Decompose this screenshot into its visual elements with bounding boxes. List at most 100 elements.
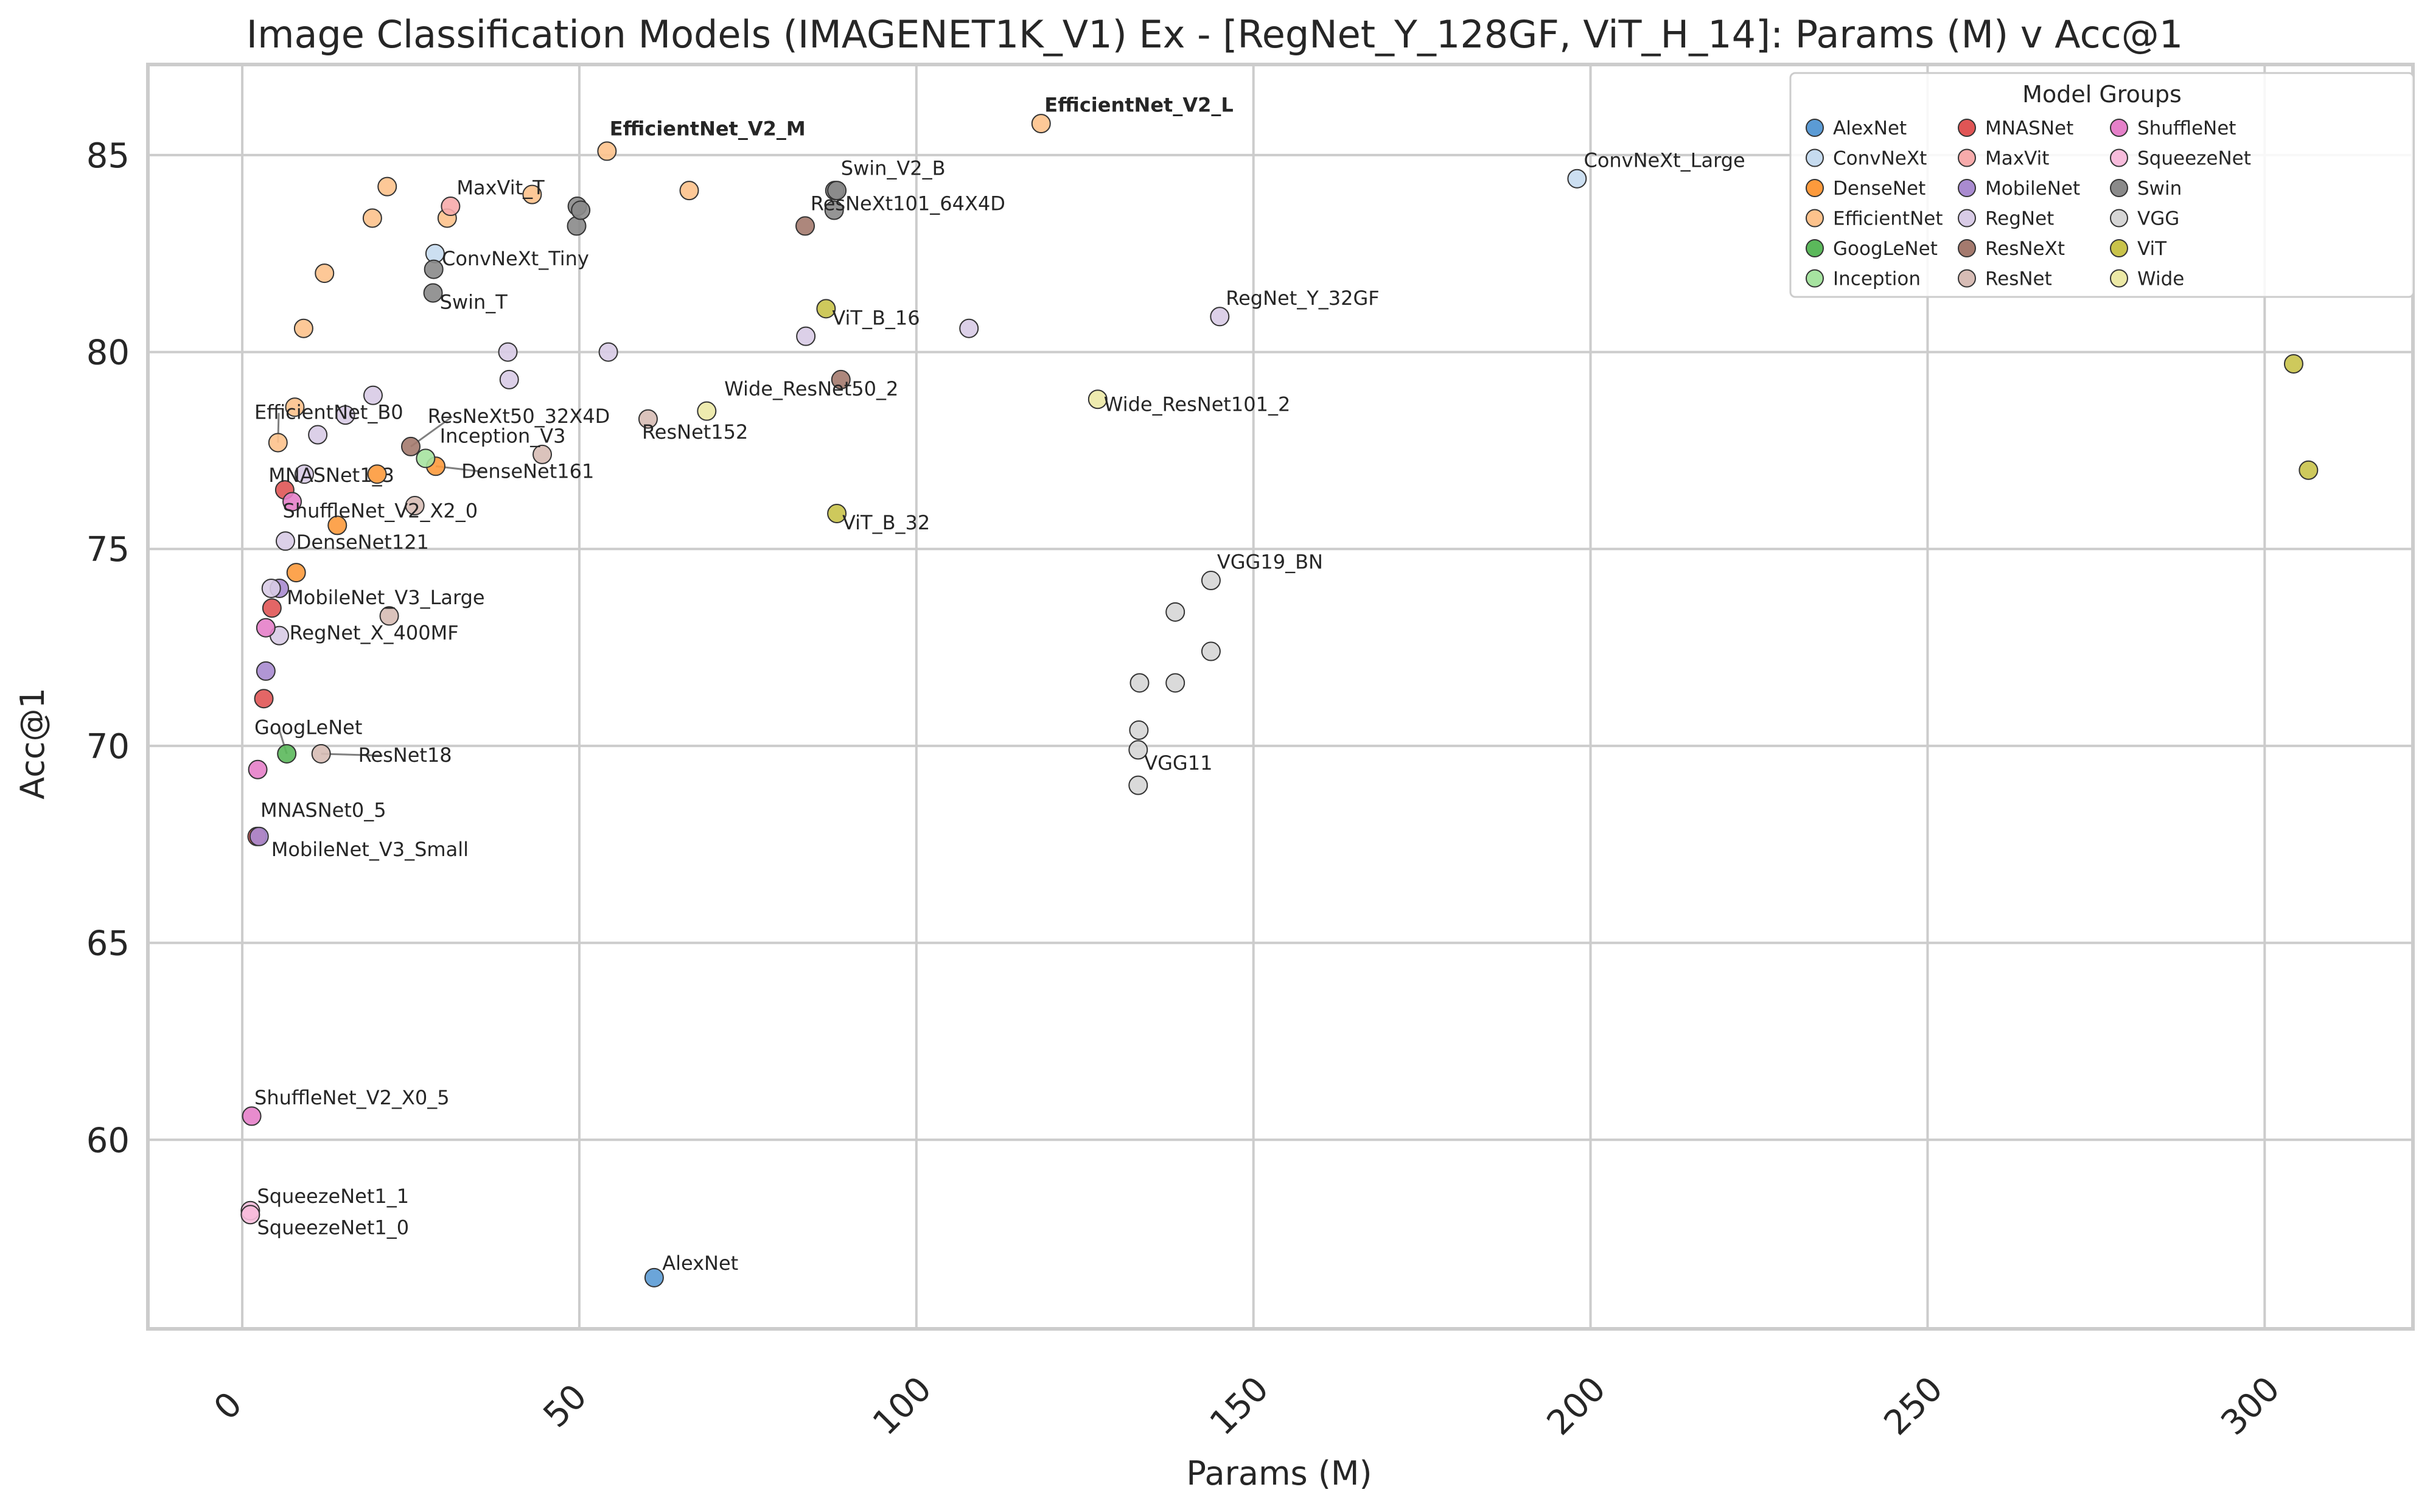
data-point: [1201, 641, 1221, 661]
y-tick-label: 70: [86, 727, 130, 767]
y-tick-label: 75: [86, 530, 130, 570]
data-point: [597, 141, 617, 161]
legend-marker: [1958, 269, 1976, 288]
x-axis-label: Params (M): [1186, 1454, 1372, 1493]
data-point: [638, 409, 658, 429]
data-point: [1088, 389, 1108, 409]
data-point: [275, 531, 295, 551]
legend-marker: [1958, 148, 1976, 167]
data-point: [405, 496, 425, 516]
y-tick-label: 60: [86, 1121, 130, 1160]
data-point: [254, 689, 274, 709]
legend-marker: [2110, 269, 2128, 288]
data-point: [679, 181, 699, 201]
data-point: [424, 259, 444, 279]
data-point: [824, 200, 844, 220]
data-point: [367, 464, 387, 484]
legend-marker: [2110, 179, 2128, 197]
point-label: ResNet18: [358, 744, 452, 767]
point-label: MaxVit_T: [456, 176, 545, 200]
data-point: [401, 436, 421, 456]
label-connector: [321, 753, 383, 757]
point-label: MobileNet_V3_Small: [271, 838, 469, 861]
legend-marker: [1958, 209, 1976, 228]
legend-entry: DenseNet: [1833, 178, 1925, 200]
data-point: [2299, 460, 2319, 480]
chart-title: Image Classification Models (IMAGENET1K_…: [246, 12, 2183, 57]
legend-entry: AlexNet: [1833, 117, 1907, 139]
y-tick-label: 80: [86, 333, 130, 373]
legend-marker: [1958, 239, 1976, 257]
legend-marker: [1958, 119, 1976, 137]
legend-marker: [1806, 179, 1824, 197]
data-point: [831, 369, 851, 389]
data-point: [362, 208, 382, 228]
data-point: [571, 200, 591, 220]
legend-marker: [1958, 179, 1976, 197]
data-point: [598, 342, 618, 362]
legend-entry: ConvNeXt: [1833, 148, 1927, 170]
y-axis-label: Acc@1: [13, 688, 52, 800]
point-labels: AlexNet ConvNeXt_Large ConvNeXt_Tiny DenseN…: [254, 94, 1745, 1275]
data-point: [499, 369, 519, 389]
point-label: Wide_ResNet101_2: [1104, 393, 1291, 416]
data-point: [1129, 673, 1150, 693]
legend-title: Model Groups: [2022, 81, 2182, 108]
plot-frame: [146, 63, 2415, 1331]
legend-marker: [1806, 209, 1824, 228]
point-label: DenseNet161: [461, 460, 594, 483]
legend-entry: GoogLeNet: [1833, 238, 1938, 260]
legend-entry: Swin: [2137, 178, 2182, 200]
point-label: MNASNet1_3: [268, 464, 394, 487]
legend-marker: [1806, 239, 1824, 257]
point-label: ResNet152: [642, 420, 748, 444]
point-label: Inception_V3: [440, 424, 566, 447]
data-point: [282, 492, 302, 512]
y-tick-label: 85: [86, 136, 130, 176]
data-point: [285, 397, 305, 417]
data-point: [1201, 571, 1221, 591]
data-point: [1165, 673, 1185, 693]
data-point: [293, 318, 313, 338]
point-label: MNASNet0_5: [260, 798, 386, 821]
data-point: [286, 563, 306, 583]
point-label: ViT_B_16: [832, 306, 920, 329]
point-label: Wide_ResNet50_2: [724, 377, 898, 400]
data-point: [242, 1106, 262, 1126]
data-point: [311, 744, 331, 764]
point-label: ResNeXt50_32X4D: [428, 405, 610, 428]
point-label: SqueezeNet1_0: [257, 1216, 409, 1239]
data-point: [268, 433, 288, 453]
legend-entry: ResNeXt: [1985, 238, 2065, 260]
point-label: GoogLeNet: [254, 716, 362, 739]
legend-entry: Inception: [1833, 268, 1921, 290]
data-point: [377, 176, 397, 197]
legend-entry: VGG: [2137, 208, 2179, 230]
point-label: RegNet_X_400MF: [290, 621, 459, 644]
point-label: VGG19_BN: [1217, 551, 1323, 574]
legend-entry: MaxVit: [1985, 148, 2049, 170]
data-point: [796, 326, 816, 346]
data-point: [249, 826, 269, 846]
data-point: [697, 401, 717, 421]
data-point: [795, 216, 815, 236]
data-point: [248, 759, 268, 779]
data-point: [816, 299, 836, 319]
legend-marker: [1806, 119, 1824, 137]
legend-entry: ViT: [2137, 238, 2167, 260]
point-label: EfficientNet_V2_L: [1044, 94, 1233, 117]
data-point: [256, 661, 276, 681]
data-point: [2283, 354, 2303, 374]
data-point: [423, 283, 443, 303]
point-label: EfficientNet_V2_M: [610, 117, 806, 141]
data-point: [256, 618, 276, 638]
legend-marker: [2110, 119, 2128, 137]
point-label: SqueezeNet1_1: [257, 1185, 409, 1208]
point-label: RegNet_Y_32GF: [1226, 287, 1379, 310]
data-point: [416, 448, 436, 469]
point-label: ViT_B_32: [842, 511, 930, 534]
data-point: [532, 444, 553, 464]
legend-entry: Wide: [2137, 268, 2184, 290]
